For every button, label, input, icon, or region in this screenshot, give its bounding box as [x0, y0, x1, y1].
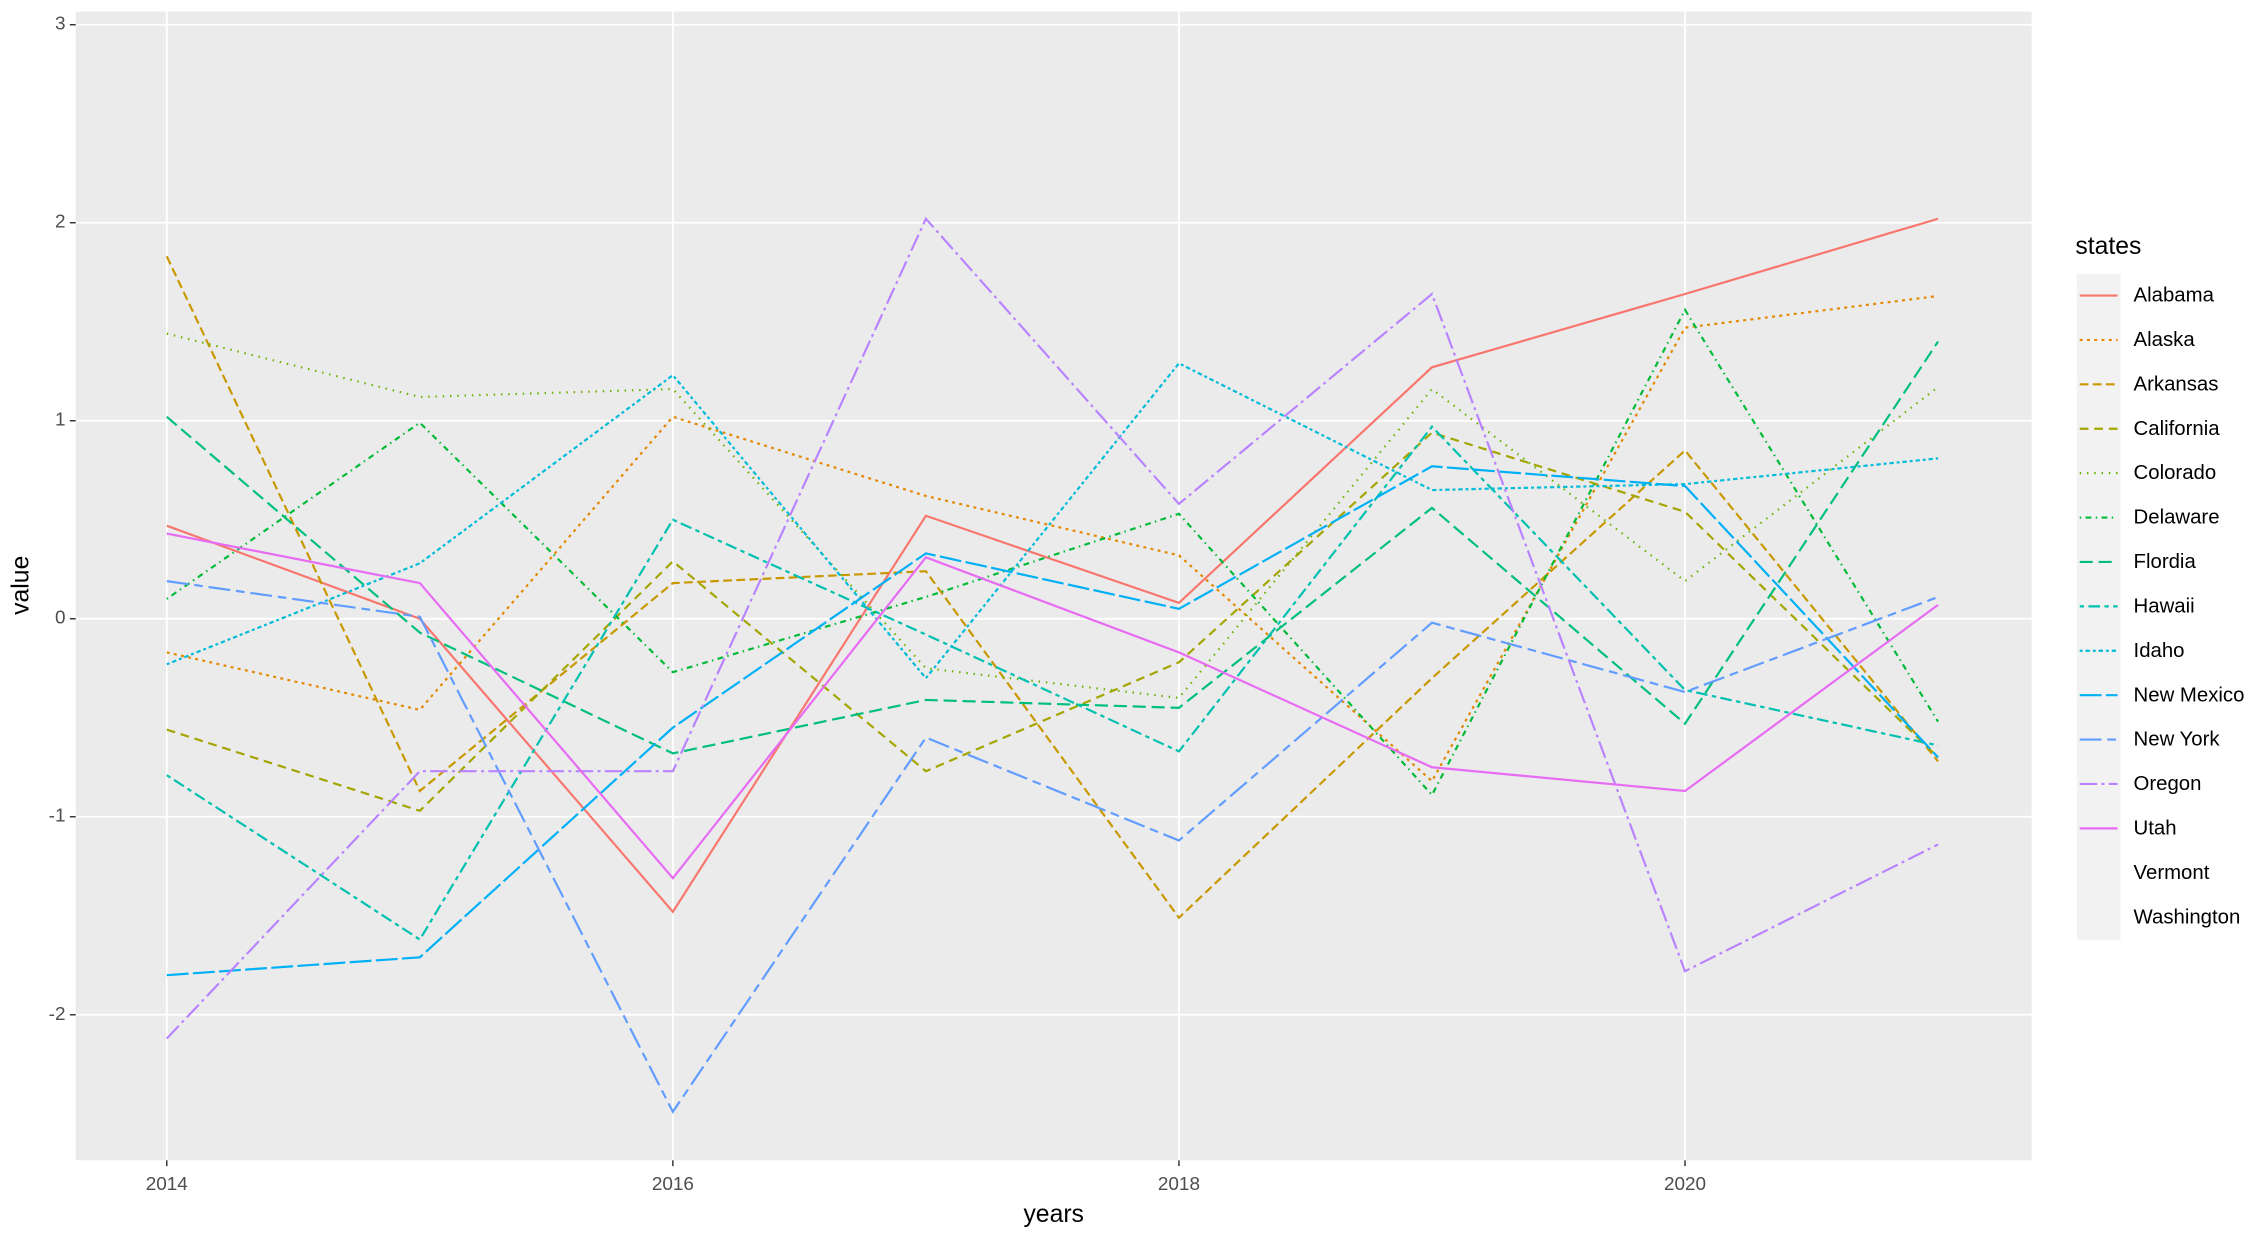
series-line — [166, 217, 1939, 914]
x-tick-label: 2020 — [1664, 1174, 1706, 1195]
legend-label: Colorado — [2134, 462, 2217, 484]
y-tick-label: 0 — [55, 608, 66, 629]
legend-key — [2076, 451, 2121, 496]
legend-label: Alabama — [2134, 285, 2215, 307]
y-tick-label: -2 — [49, 1004, 66, 1025]
y-tick-label: 1 — [55, 410, 66, 431]
series-line — [166, 580, 1939, 1114]
legend-label: Utah — [2134, 817, 2177, 839]
series-line — [166, 431, 1939, 813]
legend-label: Idaho — [2134, 640, 2185, 662]
series-line — [166, 361, 1939, 680]
series-line — [166, 294, 1939, 783]
x-tick-label: 2016 — [652, 1174, 694, 1195]
series-line — [166, 425, 1939, 942]
y-tick-label: -1 — [49, 806, 66, 827]
legend-label: California — [2134, 418, 2221, 440]
legend-key — [2076, 850, 2121, 896]
legend-label: Delaware — [2134, 507, 2220, 529]
x-tick-label: 2018 — [1158, 1174, 1200, 1195]
y-tick-label: 2 — [55, 212, 66, 233]
legend-label: Oregon — [2134, 773, 2202, 795]
panel — [75, 11, 2032, 1161]
legend-label: Arkansas — [2134, 373, 2219, 395]
x-axis-title: years — [1023, 1201, 1083, 1228]
legend-key — [2076, 495, 2121, 541]
legend-label: Alaska — [2134, 329, 2196, 351]
series-line — [166, 340, 1939, 755]
series-line — [166, 307, 1939, 797]
legend-label: New York — [2134, 729, 2221, 751]
series-line — [165, 255, 1939, 920]
series-line — [166, 465, 1939, 977]
series-line — [166, 532, 1939, 880]
legend-label: Hawaii — [2134, 595, 2195, 617]
legend-label: New Mexico — [2134, 684, 2245, 706]
y-tick-label: 3 — [55, 14, 66, 35]
x-tick-label: 2014 — [146, 1174, 188, 1195]
legend-key — [2076, 318, 2121, 363]
legend-label: Flordia — [2134, 551, 2197, 573]
legend-key — [2076, 895, 2121, 940]
legend-title: states — [2075, 233, 2141, 260]
series-line — [165, 216, 1939, 1040]
legend-label: Vermont — [2134, 862, 2210, 884]
y-axis-title: value — [7, 556, 34, 615]
legend-label: Washington — [2134, 906, 2241, 928]
